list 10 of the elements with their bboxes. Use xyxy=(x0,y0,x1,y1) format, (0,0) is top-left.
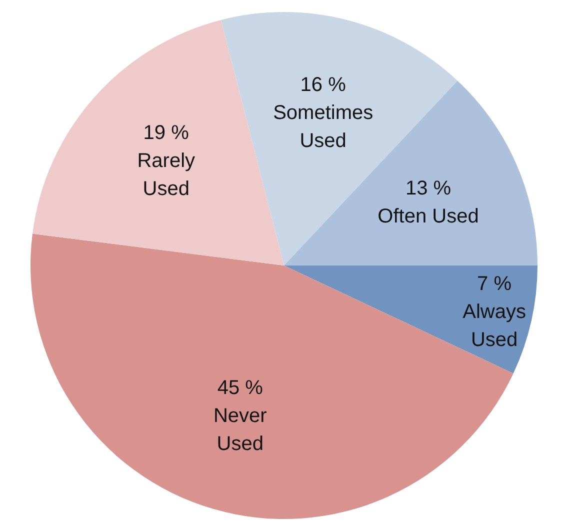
data-label: 7 % xyxy=(477,273,512,296)
slice-label: Never Used xyxy=(213,404,268,455)
data-label: 16 % xyxy=(300,74,346,96)
slice-label: Rarely Used xyxy=(137,150,196,200)
data-label: 45 % xyxy=(217,376,264,399)
slice-label: Often Used xyxy=(378,206,479,228)
slice-label: Always Used xyxy=(462,301,526,352)
slice-label: Sometimes Used xyxy=(273,102,374,152)
data-label: 19 % xyxy=(143,122,190,144)
data-label: 13 % xyxy=(405,178,452,200)
